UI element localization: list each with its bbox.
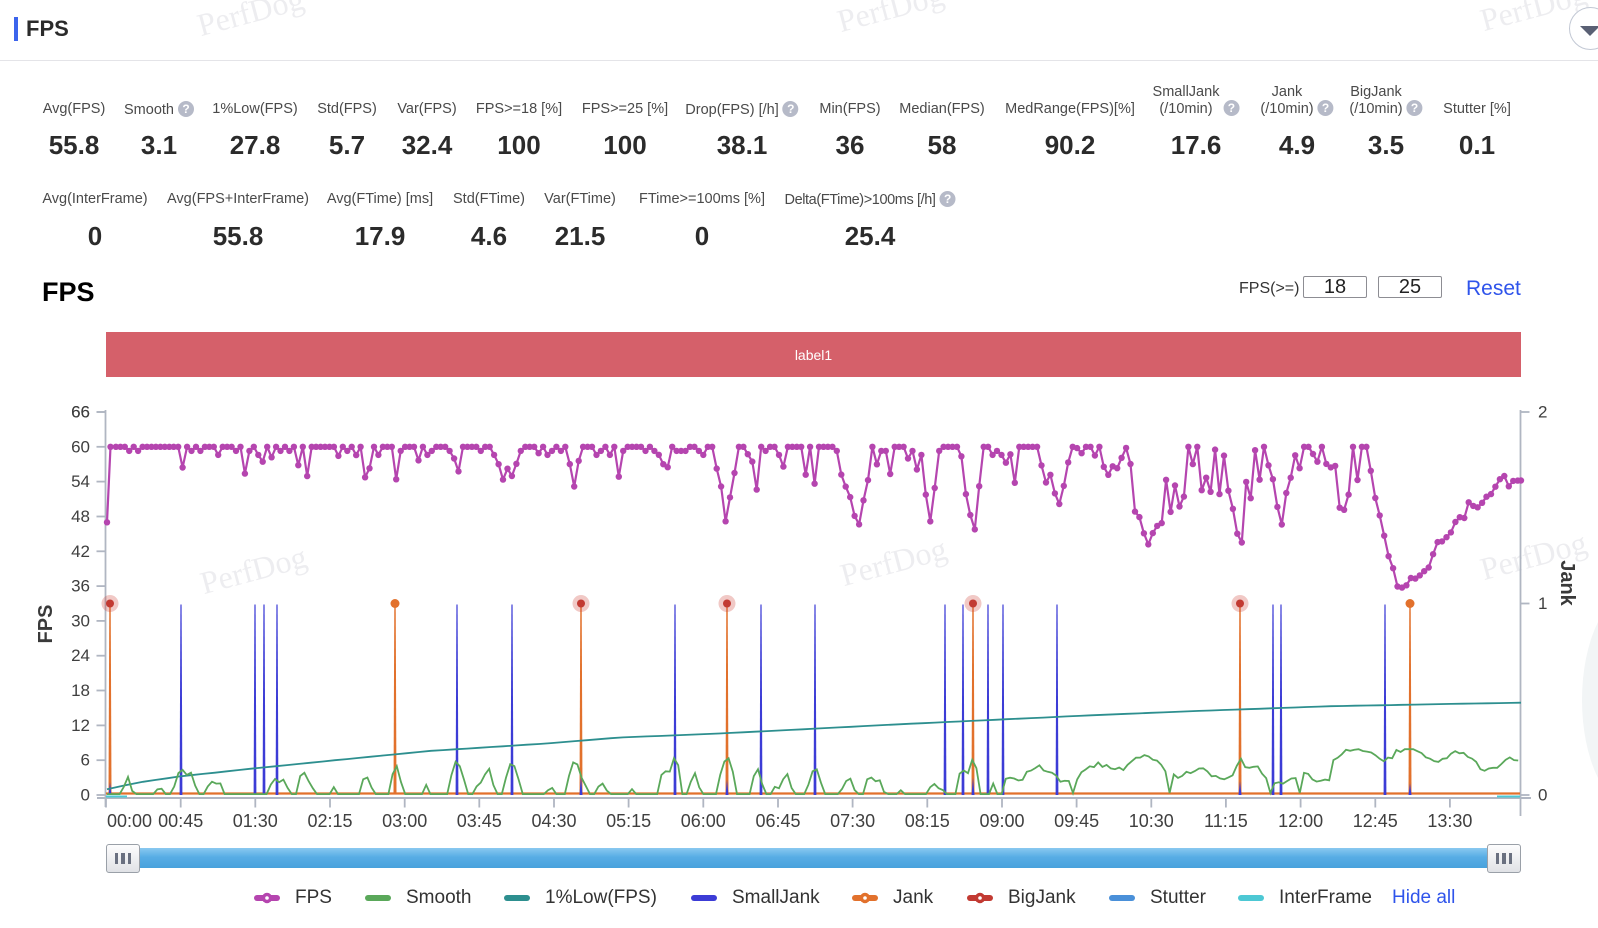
svg-text:18: 18	[71, 681, 90, 700]
svg-text:66: 66	[71, 403, 90, 422]
svg-text:12: 12	[71, 716, 90, 735]
svg-text:10:30: 10:30	[1129, 811, 1174, 831]
svg-text:42: 42	[71, 542, 90, 561]
svg-text:0: 0	[81, 786, 90, 805]
svg-text:1: 1	[1538, 594, 1547, 613]
svg-text:06:00: 06:00	[681, 811, 726, 831]
svg-text:06:45: 06:45	[755, 811, 800, 831]
svg-text:24: 24	[71, 646, 90, 665]
svg-text:0: 0	[1538, 786, 1547, 805]
svg-text:05:15: 05:15	[606, 811, 651, 831]
svg-text:60: 60	[71, 437, 90, 456]
svg-text:36: 36	[71, 577, 90, 596]
svg-text:00:45: 00:45	[158, 811, 203, 831]
svg-text:Jank: Jank	[1556, 560, 1578, 606]
svg-text:04:30: 04:30	[531, 811, 576, 831]
svg-text:01:30: 01:30	[233, 811, 278, 831]
svg-text:66: 66	[71, 403, 90, 422]
svg-text:13:30: 13:30	[1427, 811, 1472, 831]
svg-text:00:00: 00:00	[107, 811, 152, 831]
svg-text:2: 2	[1538, 403, 1547, 422]
svg-text:FPS: FPS	[35, 605, 57, 644]
svg-text:03:00: 03:00	[382, 811, 427, 831]
svg-text:48: 48	[71, 507, 90, 526]
svg-text:11:15: 11:15	[1204, 811, 1248, 831]
svg-text:12:00: 12:00	[1278, 811, 1323, 831]
svg-text:03:45: 03:45	[457, 811, 502, 831]
svg-text:30: 30	[71, 611, 90, 630]
svg-text:09:45: 09:45	[1054, 811, 1099, 831]
svg-text:6: 6	[81, 751, 90, 770]
svg-text:02:15: 02:15	[307, 811, 352, 831]
svg-text:07:30: 07:30	[830, 811, 875, 831]
svg-text:08:15: 08:15	[905, 811, 950, 831]
svg-text:09:00: 09:00	[979, 811, 1024, 831]
svg-text:12:45: 12:45	[1353, 811, 1398, 831]
svg-text:54: 54	[71, 472, 90, 491]
